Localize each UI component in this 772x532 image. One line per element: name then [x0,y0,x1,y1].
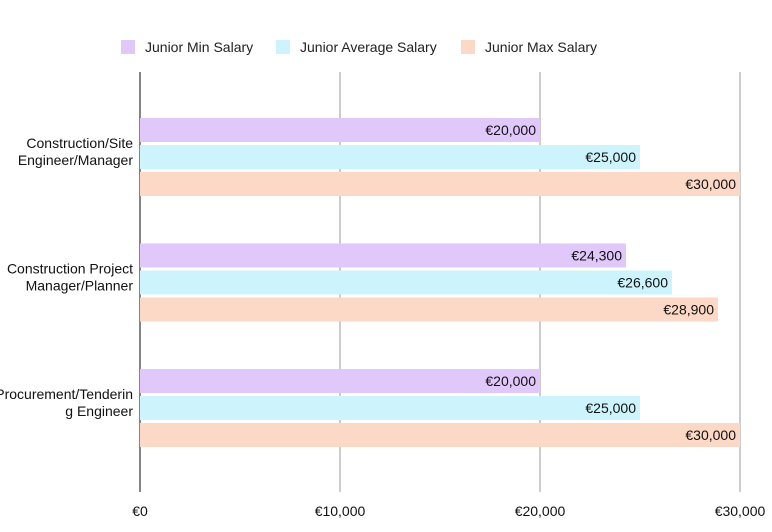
data-label: €30,000 [685,427,736,443]
legend-label: Junior Average Salary [300,39,437,55]
bar [140,369,540,393]
category-label-line: Manager/Planner [26,278,134,294]
bar [140,270,672,295]
data-label: €25,000 [585,400,636,416]
data-label: €26,600 [617,275,668,291]
category-label-line: Construction/Site [26,135,133,151]
legend-label: Junior Max Salary [485,39,597,55]
data-label: €20,000 [485,373,536,389]
category-label-line: Procurement/Tenderin [0,386,133,402]
x-tick-label: €20,000 [515,503,566,519]
category-label: Procurement/Tenderin g Engineer [0,386,133,419]
data-label: €20,000 [485,122,536,138]
legend-item: Junior Max Salary [461,39,597,55]
legend-swatch [461,40,475,54]
legend-swatch [121,40,135,54]
chart-legend: Junior Min Salary Junior Average Salary Ju… [121,39,597,55]
x-tick-label: €10,000 [315,503,366,519]
bar [140,396,640,420]
data-label: €30,000 [685,176,736,192]
category-label-line: Engineer/Manager [18,152,134,168]
chart-axis: €0 €10,000 €20,000 €30,000 Construction/Site… [0,135,766,519]
category-label-line: Construction Project [7,261,133,277]
category-label-line: g Engineer [65,403,133,419]
legend-item: Junior Average Salary [276,39,437,55]
chart-bars: €20,000 €25,000 €30,000 €24,300 €26,600 €28,9… [140,118,740,447]
bar [140,243,626,268]
legend-label: Junior Min Salary [145,39,253,55]
legend-swatch [276,40,290,54]
x-tick-label: €0 [132,503,148,519]
x-tick-label: €30,000 [715,503,766,519]
bar [140,423,740,447]
data-label: €24,300 [571,248,622,264]
category-label: Construction/Site Engineer/Manager [18,135,134,168]
bar [140,172,740,196]
legend-item: Junior Min Salary [121,39,253,55]
category-label: Construction Project Manager/Planner [7,261,133,294]
data-label: €25,000 [585,149,636,165]
bar [140,297,718,322]
bar [140,145,640,169]
bar [140,118,540,142]
data-label: €28,900 [663,302,714,318]
